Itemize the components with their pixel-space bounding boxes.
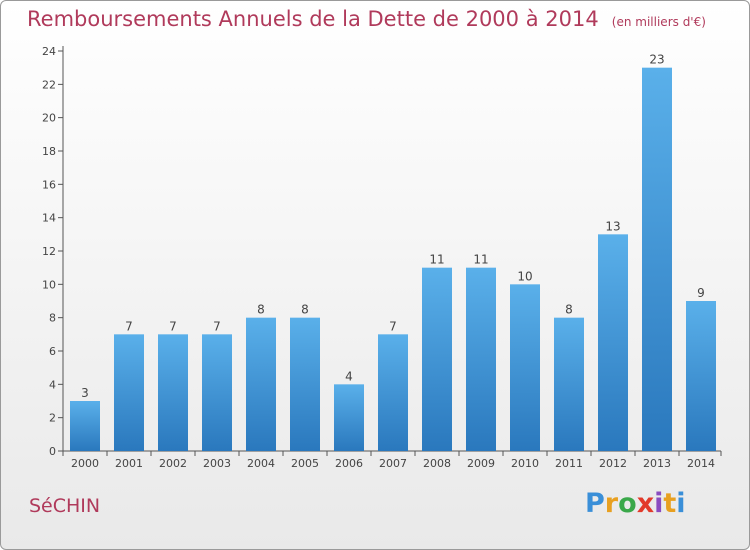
bar-data-label: 7	[125, 319, 133, 333]
x-tick-label: 2010	[511, 457, 539, 470]
x-tick-label: 2009	[467, 457, 495, 470]
bar-data-label: 4	[345, 369, 353, 383]
y-tick-label: 0	[49, 445, 56, 458]
logo-letter: i	[676, 488, 686, 519]
x-tick-label: 2001	[115, 457, 143, 470]
x-tick-label: 2013	[643, 457, 671, 470]
bar-data-label: 13	[605, 219, 620, 233]
bar-data-label: 9	[697, 286, 705, 300]
x-tick-label: 2002	[159, 457, 187, 470]
bar	[114, 334, 144, 451]
logo-letter: o	[618, 488, 637, 519]
x-tick-label: 2014	[687, 457, 715, 470]
bar-data-label: 8	[565, 303, 573, 317]
y-tick-label: 20	[42, 112, 56, 125]
bar	[686, 301, 716, 451]
bar	[158, 334, 188, 451]
bar	[510, 284, 540, 451]
y-tick-label: 6	[49, 345, 56, 358]
x-tick-label: 2003	[203, 457, 231, 470]
chart-unit-label: (en milliers d'€)	[611, 15, 706, 29]
y-tick-label: 8	[49, 312, 56, 325]
logo-letter: i	[654, 488, 664, 519]
x-tick-label: 2004	[247, 457, 275, 470]
bar-data-label: 8	[257, 303, 265, 317]
bars: 3 7 7 7 8 8 4 7 11 11 10 8 13 23 9	[70, 53, 716, 452]
bar-data-label: 8	[301, 303, 309, 317]
bar	[290, 317, 320, 451]
logo-letter: t	[663, 488, 677, 519]
bar	[466, 267, 496, 451]
y-tick-label: 4	[49, 378, 56, 391]
y-tick-label: 24	[42, 45, 56, 58]
x-tick-label: 2008	[423, 457, 451, 470]
y-tick-label: 2	[49, 412, 56, 425]
logo-letter: P	[585, 488, 605, 519]
bar-data-label: 11	[473, 253, 488, 267]
bar	[378, 334, 408, 451]
bar	[334, 384, 364, 451]
logo-letter: x	[636, 488, 655, 519]
bar-data-label: 23	[649, 53, 664, 67]
bar	[554, 317, 584, 451]
bar	[642, 67, 672, 452]
proxiti-logo: Proxiti	[585, 488, 686, 519]
bar	[202, 334, 232, 451]
y-tick-label: 18	[42, 145, 56, 158]
logo-letter: r	[604, 488, 619, 519]
y-tick-label: 22	[42, 78, 56, 91]
bar-data-label: 10	[517, 269, 532, 283]
bar-data-label: 7	[169, 319, 177, 333]
x-tick-label: 2000	[71, 457, 99, 470]
bar-data-label: 7	[389, 319, 397, 333]
y-tick-label: 14	[42, 212, 56, 225]
x-axis: 2000 2001 2002 2003 2004 2005 2006 2007 2008 2009…	[62, 450, 722, 470]
commune-name: SéCHIN	[29, 495, 101, 517]
bar-data-label: 3	[81, 386, 89, 400]
bar	[422, 267, 452, 451]
x-tick-label: 2011	[555, 457, 583, 470]
chart-title-text: Remboursements Annuels de la Dette de 20…	[27, 7, 599, 31]
x-tick-label: 2006	[335, 457, 363, 470]
x-tick-label: 2012	[599, 457, 627, 470]
bar-data-label: 7	[213, 319, 221, 333]
bar-data-label: 11	[429, 253, 444, 267]
bar	[246, 317, 276, 451]
bar	[70, 401, 100, 451]
bar	[598, 234, 628, 451]
y-tick-label: 10	[42, 278, 56, 291]
y-tick-label: 16	[42, 178, 56, 191]
chart-title: Remboursements Annuels de la Dette de 20…	[27, 7, 706, 31]
x-tick-label: 2007	[379, 457, 407, 470]
x-tick-label: 2005	[291, 457, 319, 470]
y-tick-label: 12	[42, 245, 56, 258]
